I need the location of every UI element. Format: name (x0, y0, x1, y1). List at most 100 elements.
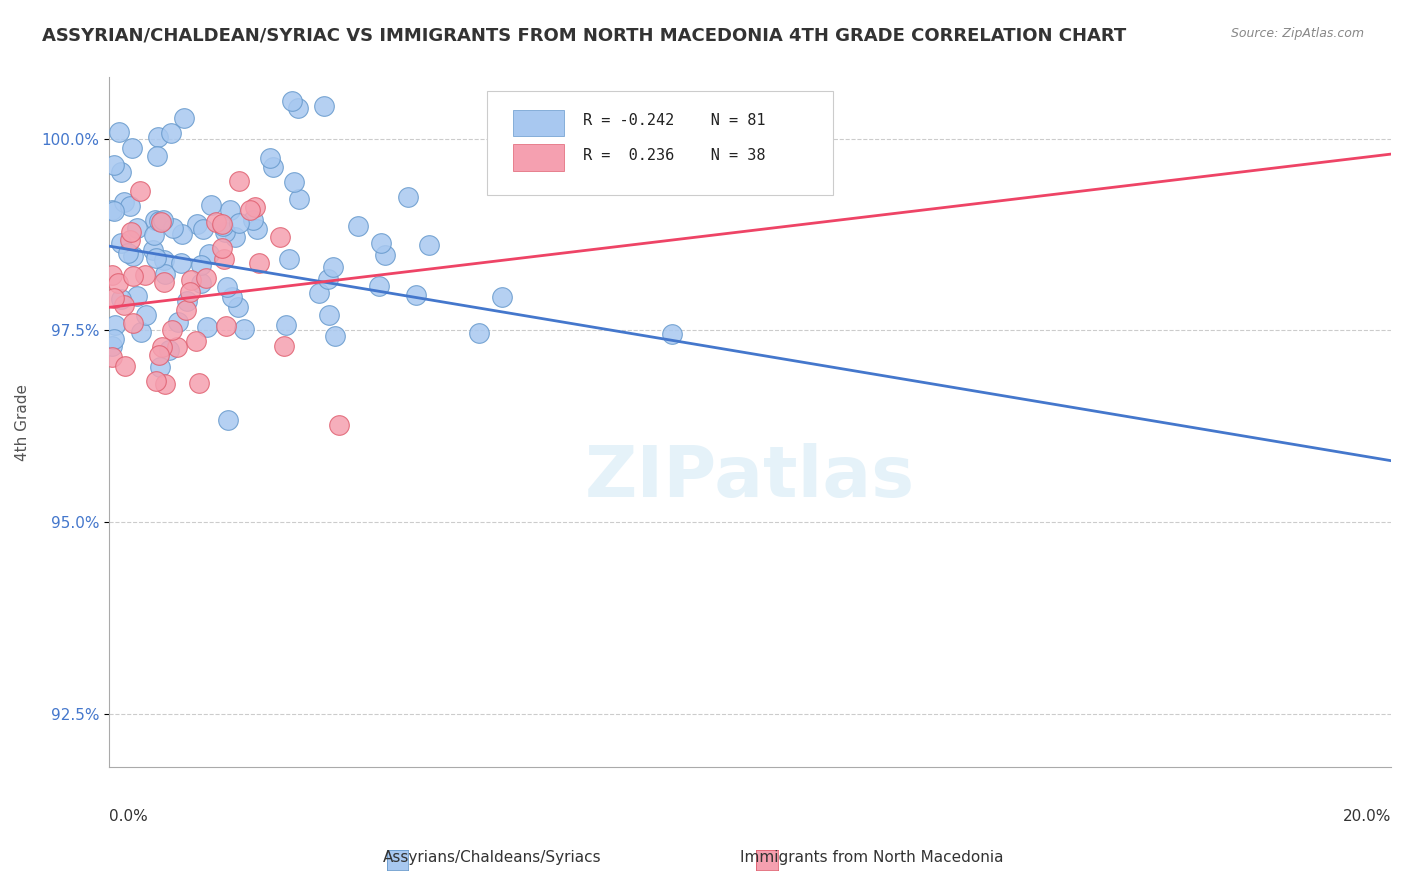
Point (120, 225, 142, 239)
Point (228, 216, 250, 230)
Point (491, 290, 513, 304)
Point (134, 268, 156, 282)
Point (145, 374, 167, 388)
Point (170, 227, 193, 241)
Point (221, 290, 243, 304)
Point (211, 241, 233, 255)
Point (195, 271, 218, 285)
Point (135, 308, 157, 322)
Point (190, 277, 212, 291)
Point (374, 248, 396, 262)
Point (122, 316, 145, 330)
Point (219, 203, 242, 218)
Point (112, 195, 135, 210)
Point (174, 303, 197, 318)
Point (367, 279, 389, 293)
Point (278, 252, 301, 267)
Point (146, 129, 169, 144)
Point (180, 273, 202, 287)
Point (143, 213, 166, 227)
Point (167, 315, 190, 329)
FancyBboxPatch shape (513, 145, 564, 170)
Point (121, 249, 143, 263)
Point (131, 325, 153, 339)
Point (211, 217, 233, 231)
Point (228, 174, 250, 188)
Point (188, 376, 211, 390)
Point (274, 318, 297, 333)
Point (157, 343, 180, 357)
Point (166, 340, 188, 354)
Point (318, 308, 340, 322)
Point (212, 252, 235, 266)
Point (149, 360, 172, 375)
Point (114, 359, 136, 374)
Point (153, 253, 176, 268)
Point (217, 413, 239, 427)
Point (108, 125, 131, 139)
Point (127, 221, 149, 235)
Point (142, 227, 165, 242)
Text: R =  0.236    N = 38: R = 0.236 N = 38 (583, 148, 766, 163)
Point (112, 298, 135, 312)
Point (661, 326, 683, 341)
Text: 20.0%: 20.0% (1343, 809, 1391, 823)
Point (262, 160, 284, 174)
Point (101, 202, 124, 217)
Point (242, 213, 264, 227)
Point (200, 198, 222, 212)
Point (148, 348, 170, 362)
Point (128, 184, 150, 198)
Point (150, 340, 173, 354)
Point (176, 294, 198, 309)
Point (370, 236, 392, 251)
Point (162, 220, 184, 235)
Point (468, 326, 491, 340)
Point (103, 292, 125, 306)
Point (347, 219, 370, 233)
Point (110, 235, 132, 250)
Point (122, 269, 145, 284)
Point (246, 222, 269, 236)
Point (179, 285, 201, 299)
Text: Immigrants from North Macedonia: Immigrants from North Macedonia (740, 850, 1004, 865)
Point (418, 238, 440, 252)
Point (152, 213, 174, 227)
Point (405, 287, 427, 301)
Point (215, 280, 238, 294)
Point (150, 215, 173, 229)
Point (170, 255, 193, 269)
Point (273, 339, 295, 353)
Point (121, 141, 143, 155)
Point (107, 276, 129, 290)
Point (243, 200, 266, 214)
Point (118, 233, 141, 247)
Point (186, 334, 208, 349)
Point (212, 219, 235, 234)
Point (214, 225, 236, 239)
Text: Source: ZipAtlas.com: Source: ZipAtlas.com (1230, 27, 1364, 40)
Point (110, 165, 132, 179)
Point (118, 199, 141, 213)
Point (142, 243, 165, 257)
Point (322, 260, 344, 274)
Point (153, 275, 176, 289)
Point (281, 94, 304, 108)
Point (247, 256, 270, 270)
Y-axis label: 4th Grade: 4th Grade (15, 384, 30, 461)
Point (328, 417, 350, 432)
Point (193, 222, 215, 236)
Point (288, 192, 311, 206)
Point (145, 251, 167, 265)
Point (396, 190, 419, 204)
Point (103, 333, 125, 347)
Point (127, 289, 149, 303)
Point (205, 215, 228, 229)
Point (226, 300, 249, 314)
Point (101, 268, 124, 282)
Point (198, 246, 221, 260)
Point (103, 158, 125, 172)
Point (155, 267, 177, 281)
Point (323, 328, 346, 343)
Point (146, 149, 169, 163)
